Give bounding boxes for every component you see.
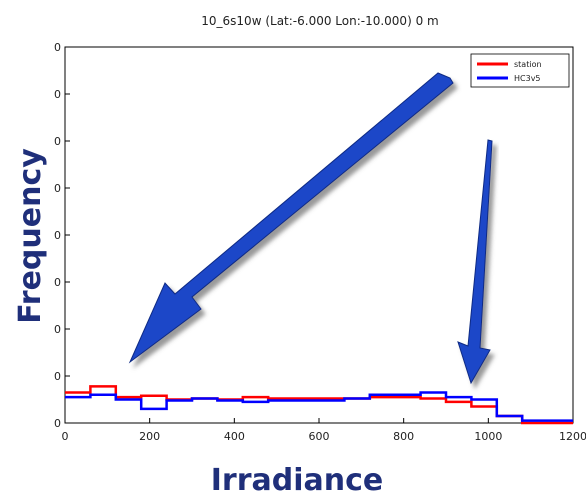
y-tick-label: 0 [54,88,61,101]
x-tick-label: 600 [309,430,330,443]
x-tick-label: 1000 [474,430,502,443]
arrow-to-low-irradiance [128,72,454,364]
x-tick-label: 200 [139,430,160,443]
legend: station HC3v5 [470,53,570,88]
y-tick-label: 0 [54,370,61,383]
y-tick-label: 0 [54,135,61,148]
y-tick-label: 0 [54,182,61,195]
chart-title: 10_6s10w (Lat:-6.000 Lon:-10.000) 0 m [201,14,438,28]
y-tick-label: 0 [54,417,61,430]
y-axis: 0 0 0 0 0 0 0 0 0 [54,41,70,430]
series-group [65,385,573,425]
legend-box [470,53,570,88]
x-tick-label: 1200 [559,430,586,443]
series-line-hc3v5 [65,391,573,422]
y-tick-label: 0 [54,276,61,289]
x-tick-label: 0 [62,430,69,443]
y-tick-label: 0 [54,229,61,242]
y-tick-label: 0 [54,323,61,336]
legend-hc3v5-label: HC3v5 [514,74,541,83]
series-line-station [65,385,573,425]
legend-station-label: station [514,60,542,69]
y-tick-label: 0 [54,41,61,54]
x-axis-label: Irradiance [211,463,384,494]
x-tick-label: 400 [224,430,245,443]
y-axis-label: Frequency [13,148,48,324]
x-axis: 0 200 400 600 800 1000 1200 [62,418,586,443]
plot-area [64,46,574,424]
arrow-to-high-irradiance [457,139,493,385]
x-tick-label: 800 [393,430,414,443]
